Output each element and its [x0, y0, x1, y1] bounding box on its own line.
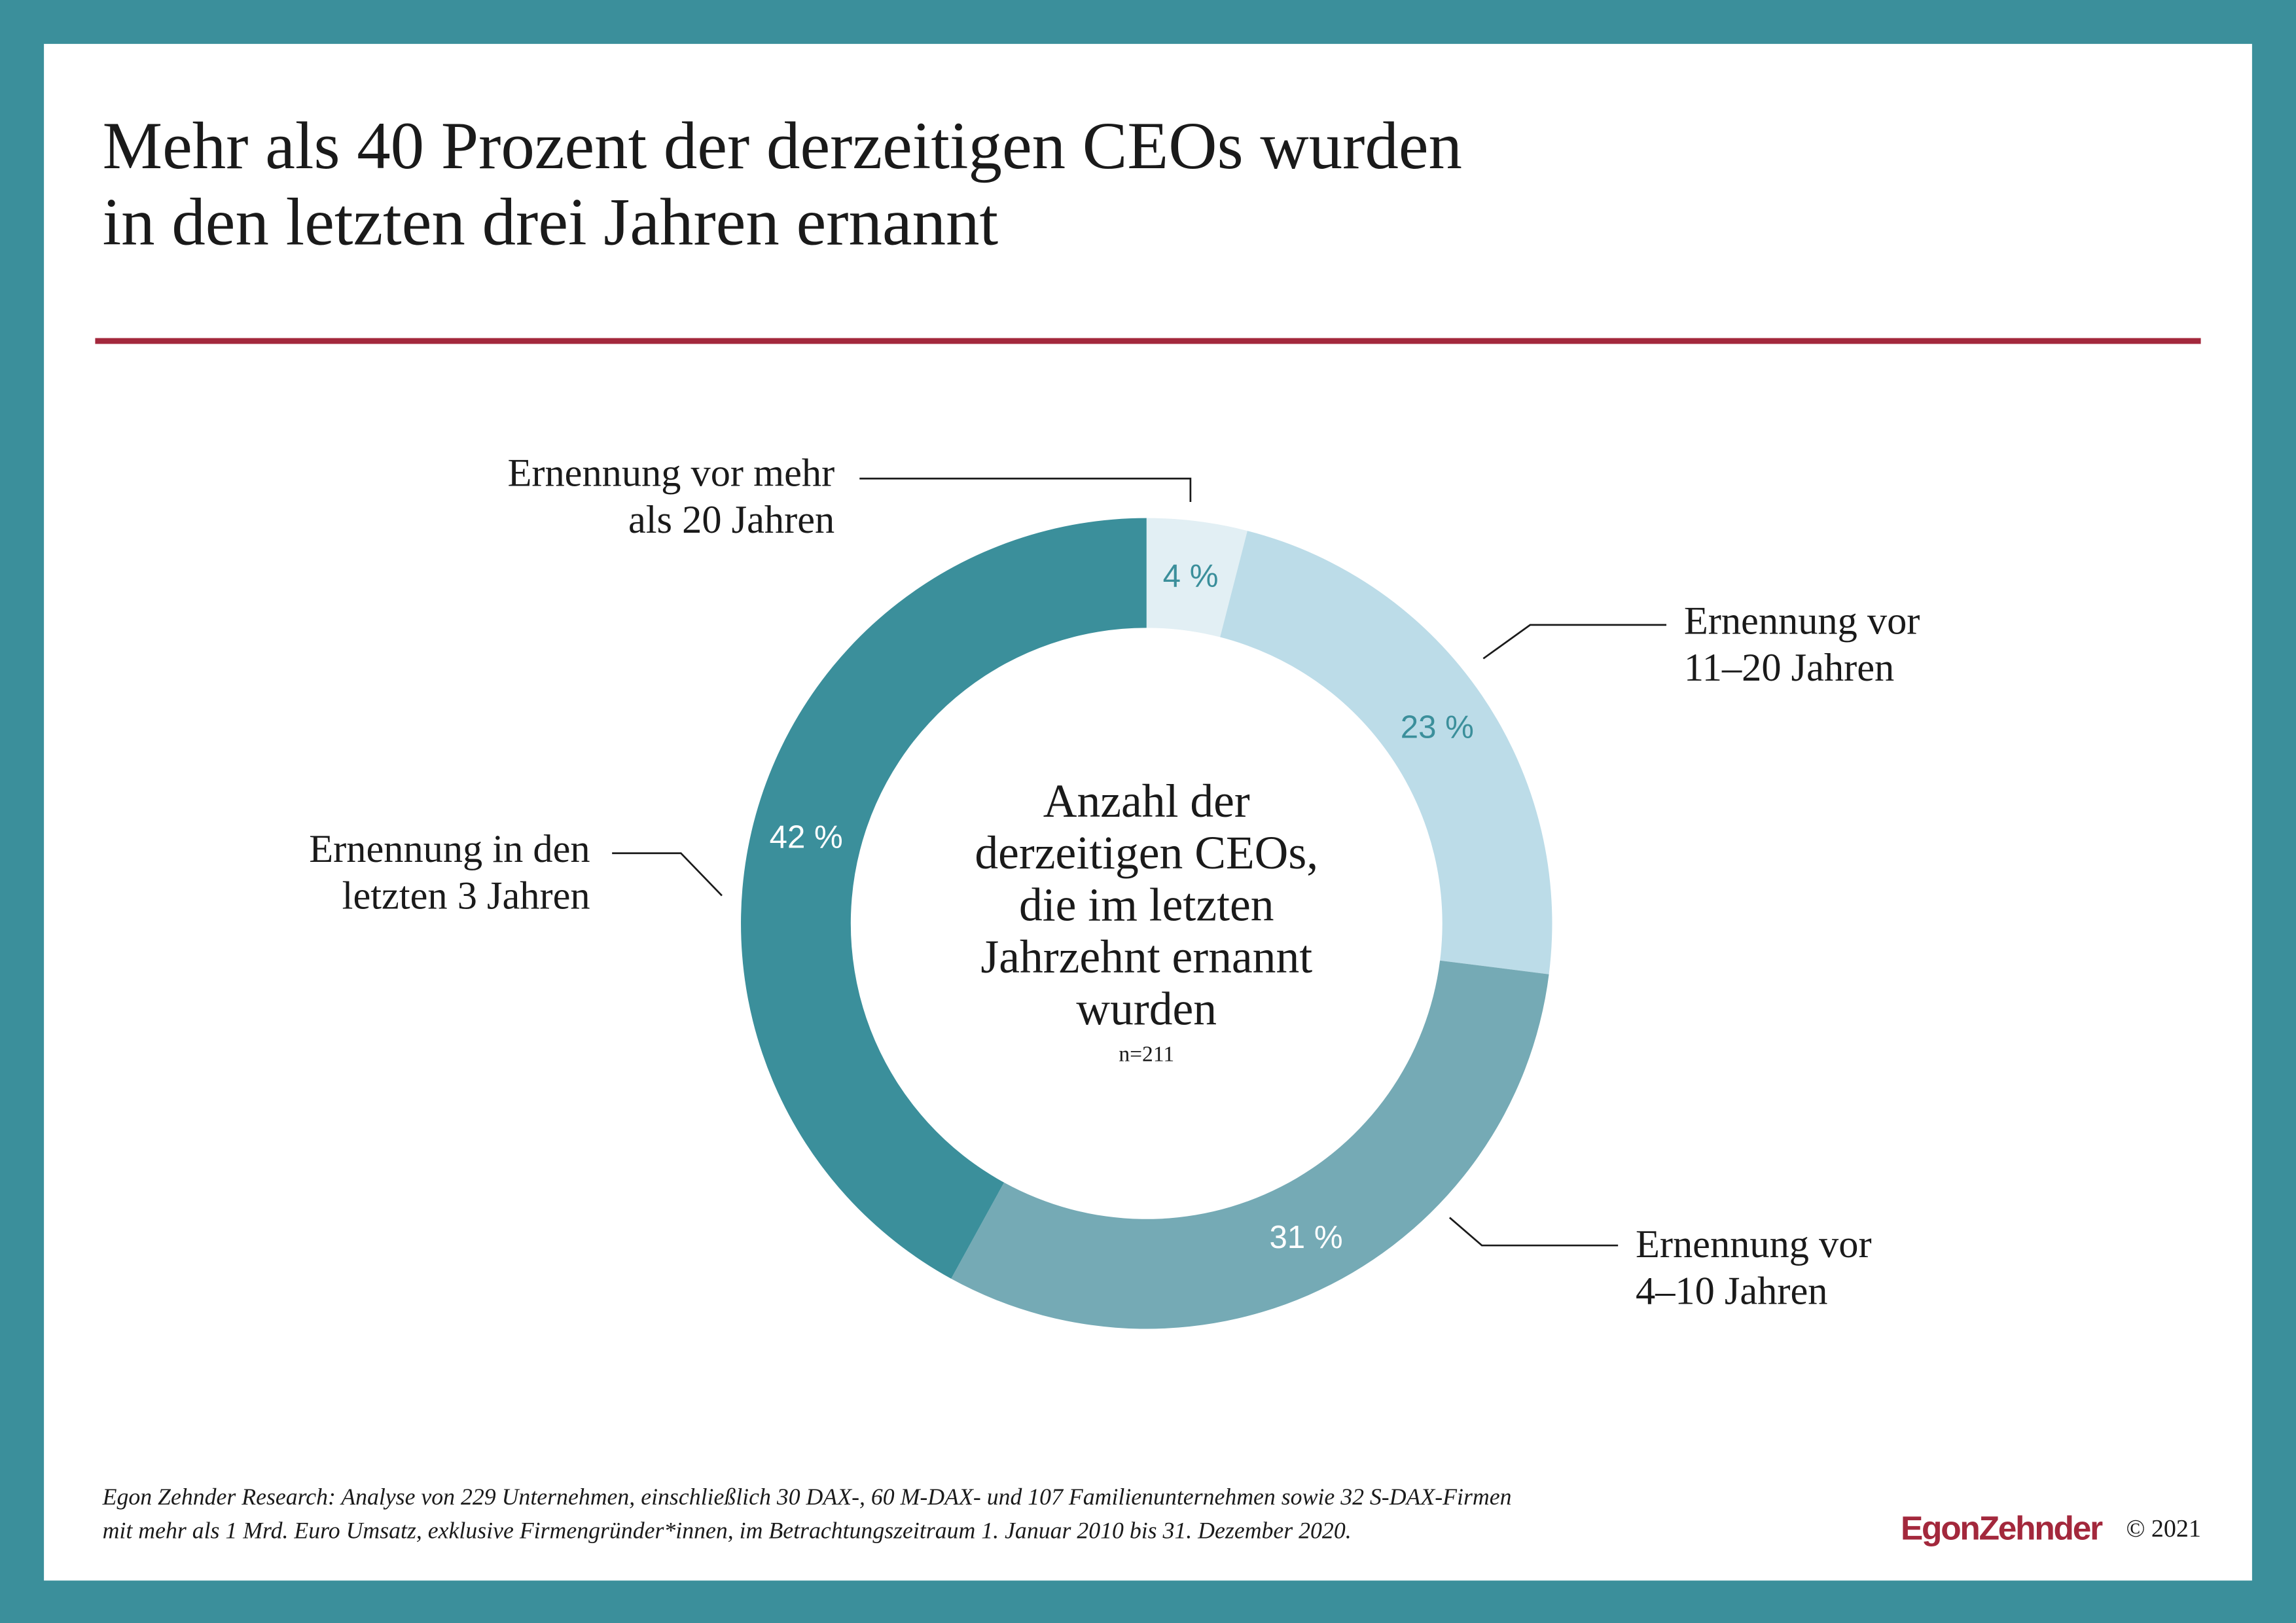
donut-slice	[1146, 518, 1247, 637]
category-label: als 20 Jahren	[628, 498, 834, 542]
brand: EgonZehnder	[1901, 1509, 2103, 1547]
category-label: Ernennung vor mehr	[507, 451, 834, 495]
category-label: Ernennung in den	[309, 827, 590, 871]
value-label: 4 %	[1163, 558, 1219, 594]
leader-line	[1482, 624, 1666, 660]
category-label: 11–20 Jahren	[1684, 646, 1894, 690]
donut-slice	[741, 518, 1147, 1279]
leader-line	[859, 477, 1192, 503]
center-note: n=211	[1119, 1042, 1174, 1066]
title-rule	[95, 338, 2201, 344]
category-label: 4–10 Jahren	[1636, 1270, 1827, 1313]
leader-line	[1448, 1217, 1619, 1247]
footnote: Egon Zehnder Research: Analyse von 229 U…	[102, 1484, 1512, 1510]
donut-slice	[951, 960, 1549, 1329]
leader-line	[612, 852, 723, 897]
center-text: derzeitigen CEOs,	[975, 827, 1318, 879]
category-label: Ernennung vor	[1684, 599, 1920, 643]
center-text: wurden	[1076, 983, 1217, 1035]
donut-slice	[1220, 531, 1552, 974]
category-label: Ernennung vor	[1636, 1222, 1872, 1266]
center-text: Anzahl der	[1043, 776, 1250, 827]
category-label: letzten 3 Jahren	[342, 874, 590, 918]
chart-title: Mehr als 40 Prozent der derzeitigen CEOs…	[103, 109, 1462, 183]
center-text: Jahrzehnt ernannt	[980, 931, 1312, 983]
value-label: 23 %	[1401, 709, 1474, 745]
footnote: mit mehr als 1 Mrd. Euro Umsatz, exklusi…	[103, 1517, 1352, 1543]
value-label: 31 %	[1269, 1219, 1342, 1255]
value-label: 42 %	[770, 819, 843, 855]
center-text: die im letzten	[1019, 880, 1274, 931]
copyright: © 2021	[2126, 1515, 2200, 1543]
chart-title: in den letzten drei Jahren ernannt	[103, 185, 999, 259]
